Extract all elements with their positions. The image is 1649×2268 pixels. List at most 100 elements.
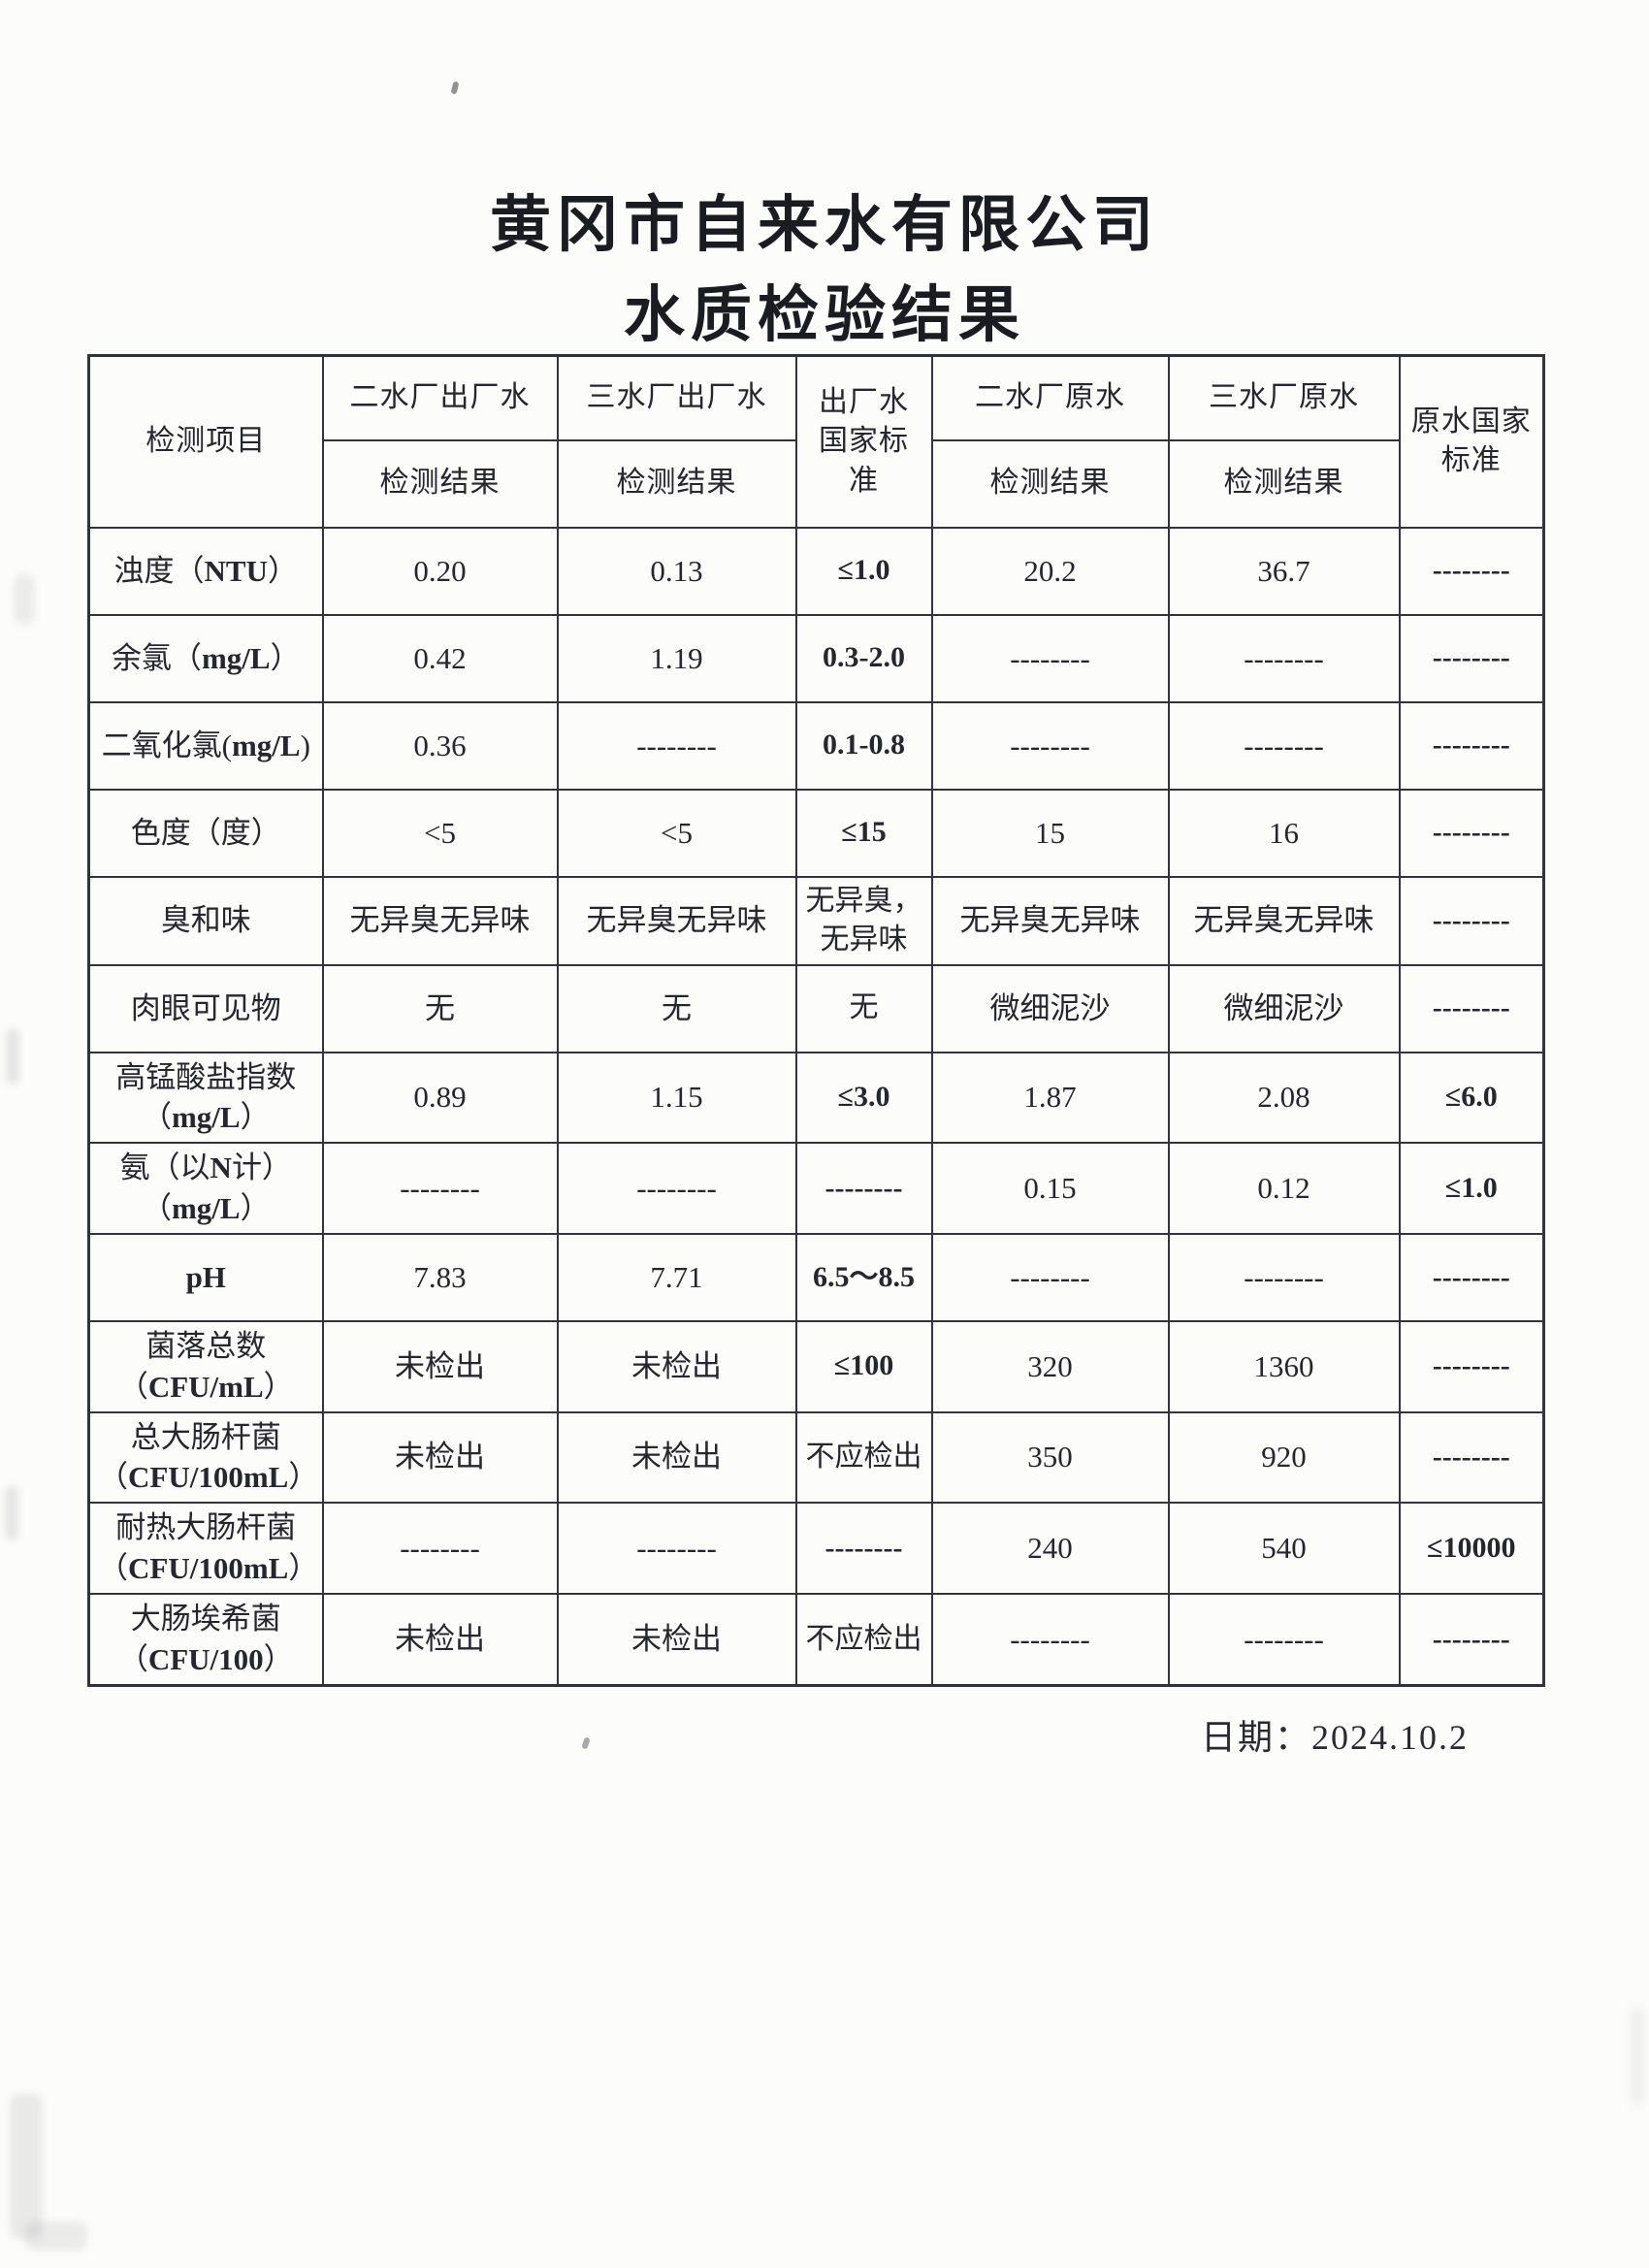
cell-standard-value: ≤1.0 — [1398, 1142, 1545, 1235]
cell-result-value: -------- — [321, 1142, 559, 1235]
cell-standard-value: -------- — [1398, 788, 1545, 878]
cell-standard-value: 6.5～8.5 — [794, 1232, 933, 1322]
cell-result-value: 无 — [556, 963, 797, 1053]
report-date: 日期：2024.10.2 — [1201, 1718, 1470, 1757]
table-row: 二氧化氯(mg/L) 0.36 -------- 0.1-0.8 -------- ---… — [87, 700, 1545, 791]
cell-result-value: -------- — [321, 1502, 559, 1595]
cell-result-value: 320 — [930, 1319, 1170, 1413]
row-label: 耐热大肠杆菌 （CFU/100mL） — [87, 1502, 324, 1595]
cell-result-value: 7.83 — [321, 1232, 559, 1322]
cell-result-value: 未检出 — [556, 1319, 797, 1413]
cell-result-value: 2.08 — [1167, 1051, 1401, 1145]
cell-result-value: -------- — [1167, 700, 1401, 791]
cell-result-value: 无异臭无异味 — [321, 875, 559, 966]
cell-result-value: -------- — [556, 1502, 797, 1595]
cell-result-value: 350 — [930, 1410, 1170, 1505]
row-label: 肉眼可见物 — [87, 963, 324, 1053]
cell-standard-value: -------- — [1398, 1319, 1545, 1413]
cell-result-value: 1360 — [1167, 1319, 1401, 1413]
header-plant3-finished: 三水厂出厂水 — [556, 354, 797, 441]
table-row: 耐热大肠杆菌 （CFU/100mL） -------- -------- ------… — [87, 1502, 1545, 1595]
title-line-1: 黄冈市自来水有限公司 — [490, 191, 1159, 259]
cell-result-value: 15 — [930, 788, 1170, 878]
table-row: pH 7.83 7.71 6.5～8.5 -------- -------- -------… — [87, 1232, 1545, 1322]
cell-result-value: 无异臭无异味 — [1167, 875, 1401, 966]
cell-result-value: -------- — [930, 1232, 1170, 1322]
header-plant3-raw: 三水厂原水 — [1167, 354, 1401, 441]
table-row: 色度（度） <5 <5 ≤15 15 16 -------- — [87, 788, 1545, 878]
cell-result-value: 0.20 — [321, 526, 559, 616]
cell-result-value: 未检出 — [321, 1592, 559, 1687]
row-label: 余氯（mg/L） — [87, 613, 324, 703]
cell-standard-value: 0.3-2.0 — [794, 613, 933, 703]
cell-result-value: -------- — [930, 700, 1170, 791]
cell-standard-value: ≤1.0 — [794, 526, 933, 616]
scan-artifact — [1630, 2008, 1645, 2105]
cell-result-value: 540 — [1167, 1502, 1401, 1595]
row-label: pH — [87, 1232, 324, 1322]
cell-result-value: 36.7 — [1167, 526, 1401, 616]
row-label: 氨（以N计） （mg/L） — [87, 1142, 324, 1235]
document-title: 黄冈市自来水有限公司 水质检验结果 — [0, 180, 1649, 361]
cell-result-value: -------- — [1167, 1232, 1401, 1322]
cell-standard-value: ≤3.0 — [794, 1051, 933, 1145]
scan-artifact — [25, 2221, 87, 2251]
cell-result-value: 7.71 — [556, 1232, 797, 1322]
cell-result-value: 0.15 — [930, 1142, 1170, 1235]
header-plant2-finished: 二水厂出厂水 — [321, 354, 559, 441]
cell-standard-value: -------- — [1398, 963, 1545, 1053]
cell-result-value: 0.12 — [1167, 1142, 1401, 1235]
cell-result-value: -------- — [556, 700, 797, 791]
header-result-plant3-finished: 检测结果 — [556, 438, 797, 529]
cell-result-value: 1.15 — [556, 1051, 797, 1145]
cell-standard-value: ≤15 — [794, 788, 933, 878]
cell-standard-value: -------- — [1398, 1232, 1545, 1322]
row-label: 高锰酸盐指数 （mg/L） — [87, 1051, 324, 1145]
cell-result-value: -------- — [1167, 1592, 1401, 1687]
cell-result-value: 0.42 — [321, 613, 559, 703]
table-row: 氨（以N计） （mg/L） -------- -------- -------- 0.1… — [87, 1142, 1545, 1235]
cell-standard-value: ≤6.0 — [1398, 1051, 1545, 1145]
table-row: 菌落总数 （CFU/mL） 未检出 未检出 ≤100 320 1360 -------- — [87, 1319, 1545, 1413]
table-row: 余氯（mg/L） 0.42 1.19 0.3-2.0 -------- -------- -… — [87, 613, 1545, 703]
scan-artifact — [450, 81, 460, 95]
scan-artifact — [10, 2093, 43, 2239]
row-label: 色度（度） — [87, 788, 324, 878]
table-row: 大肠埃希菌 （CFU/100） 未检出 未检出 不应检出 -------- -------… — [87, 1592, 1545, 1687]
header-raw-standard: 原水国家标准 — [1398, 354, 1545, 529]
cell-result-value: 0.89 — [321, 1051, 559, 1145]
scan-artifact — [5, 1486, 18, 1540]
cell-standard-value: 无 — [794, 963, 933, 1053]
cell-result-value: 微细泥沙 — [1167, 963, 1401, 1053]
table-row: 臭和味 无异臭无异味 无异臭无异味 无异臭， 无异味 无异臭无异味 无异臭无异味 -----… — [87, 875, 1545, 966]
cell-result-value: <5 — [556, 788, 797, 878]
header-result-plant2-raw: 检测结果 — [930, 438, 1170, 529]
cell-standard-value: -------- — [1398, 1592, 1545, 1687]
cell-result-value: -------- — [1167, 613, 1401, 703]
cell-result-value: 0.36 — [321, 700, 559, 791]
cell-result-value: 1.19 — [556, 613, 797, 703]
cell-standard-value: -------- — [1398, 526, 1545, 616]
scan-artifact — [6, 1028, 19, 1085]
header-finished-standard: 出厂水国家标准 — [794, 354, 933, 529]
cell-result-value: 未检出 — [556, 1592, 797, 1687]
row-label: 臭和味 — [87, 875, 324, 966]
table-row: 肉眼可见物无无无微细泥沙 微细泥沙 -------- — [87, 963, 1545, 1053]
cell-result-value: 未检出 — [321, 1319, 559, 1413]
cell-result-value: 微细泥沙 — [930, 963, 1170, 1053]
header-plant2-raw: 二水厂原水 — [930, 354, 1170, 441]
cell-result-value: -------- — [930, 613, 1170, 703]
cell-result-value: -------- — [556, 1142, 797, 1235]
cell-result-value: <5 — [321, 788, 559, 878]
cell-standard-value: ≤10000 — [1398, 1502, 1545, 1595]
water-quality-table: 检测项目 二水厂出厂水 三水厂出厂水 出厂水国家标准 二水厂原水 三水厂原水 原… — [87, 354, 1545, 1687]
cell-standard-value: 无异臭， 无异味 — [794, 875, 933, 966]
table-body: 浊度（NTU） 0.20 0.13 ≤1.0 20.2 36.7 -------- 余氯（mg… — [87, 526, 1545, 1687]
cell-result-value: 240 — [930, 1502, 1170, 1595]
row-label: 浊度（NTU） — [87, 526, 324, 616]
table-row: 高锰酸盐指数 （mg/L） 0.89 1.15 ≤3.0 1.87 2.08 ≤6.0 — [87, 1051, 1545, 1145]
cell-standard-value: -------- — [1398, 1410, 1545, 1505]
cell-standard-value: -------- — [794, 1142, 933, 1235]
cell-result-value: -------- — [930, 1592, 1170, 1687]
